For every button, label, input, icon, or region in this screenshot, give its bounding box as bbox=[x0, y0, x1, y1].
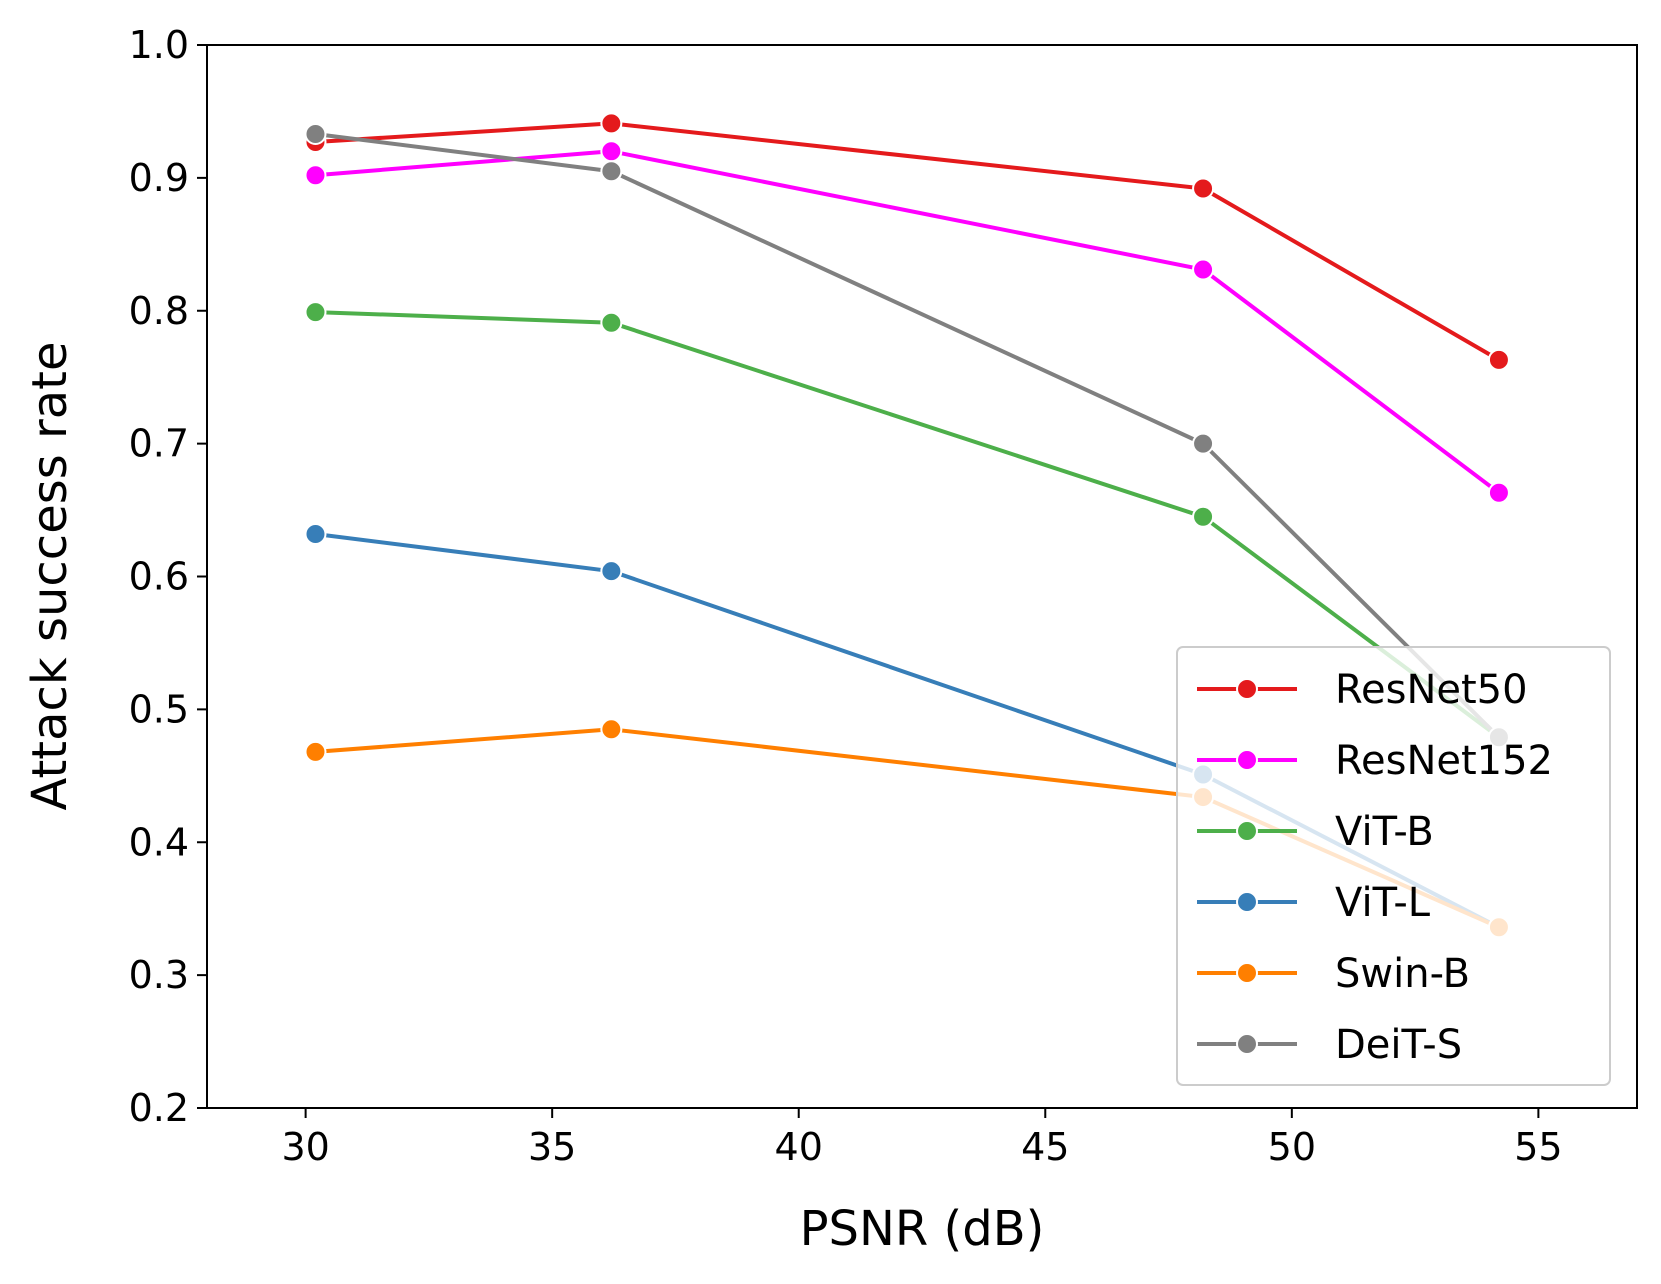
data-point-resnet152 bbox=[600, 140, 623, 163]
y-tick-label: 0.4 bbox=[129, 820, 189, 864]
legend-label: DeiT-S bbox=[1335, 1022, 1462, 1068]
x-axis-title: PSNR (dB) bbox=[800, 1201, 1045, 1257]
legend-label: Swin-B bbox=[1335, 951, 1470, 997]
series-line-vit-b bbox=[315, 310, 1501, 739]
legend-label: ResNet152 bbox=[1335, 738, 1553, 784]
data-point-deit-s bbox=[304, 123, 327, 146]
data-point-vit-l bbox=[600, 560, 623, 583]
legend-marker bbox=[1236, 1033, 1258, 1055]
y-tick-label: 0.7 bbox=[129, 422, 189, 466]
x-tick-label: 35 bbox=[528, 1125, 576, 1169]
legend-label: ViT-L bbox=[1335, 880, 1431, 926]
series-line-resnet152 bbox=[315, 149, 1501, 495]
legend-item-swin-b: Swin-B bbox=[1197, 951, 1470, 997]
y-tick-label: 1.0 bbox=[129, 23, 189, 67]
x-tick-label: 55 bbox=[1514, 1125, 1562, 1169]
legend-marker bbox=[1236, 962, 1258, 984]
data-point-swin-b bbox=[304, 740, 327, 763]
legend-item-vit-b: ViT-B bbox=[1197, 809, 1434, 855]
legend-item-deit-s: DeiT-S bbox=[1197, 1022, 1462, 1068]
x-tick-label: 45 bbox=[1021, 1125, 1069, 1169]
legend-label: ResNet50 bbox=[1335, 667, 1528, 713]
y-axis: 0.2 0.3 0.4 0.5 0.6 0.7 0.8 0.9 1.0 bbox=[129, 23, 207, 1130]
series-line-resnet50 bbox=[315, 121, 1500, 362]
x-tick-label: 30 bbox=[281, 1125, 329, 1169]
data-point-resnet50 bbox=[1192, 177, 1215, 200]
data-point-vit-b bbox=[304, 301, 327, 324]
data-point-resnet152 bbox=[1192, 258, 1215, 281]
data-point-vit-b bbox=[1192, 505, 1215, 528]
legend-marker bbox=[1236, 749, 1258, 771]
x-tick-label: 50 bbox=[1268, 1125, 1316, 1169]
legend-marker bbox=[1236, 820, 1258, 842]
y-tick-label: 0.8 bbox=[129, 289, 189, 333]
y-tick-label: 0.5 bbox=[129, 687, 189, 731]
legend-marker bbox=[1236, 678, 1258, 700]
data-point-resnet50 bbox=[1487, 348, 1510, 371]
data-point-swin-b bbox=[600, 718, 623, 741]
y-tick-label: 0.2 bbox=[129, 1086, 189, 1130]
x-tick-label: 40 bbox=[775, 1125, 823, 1169]
series-resnet50 bbox=[304, 112, 1510, 371]
x-axis: 30 35 40 45 50 55 bbox=[281, 1108, 1563, 1169]
legend-box bbox=[1176, 646, 1611, 1086]
legend-item-resnet152: ResNet152 bbox=[1197, 738, 1553, 784]
data-point-resnet50 bbox=[600, 112, 623, 135]
data-point-vit-b bbox=[600, 311, 623, 334]
y-axis-title: Attack success rate bbox=[22, 341, 78, 810]
legend-item-vit-l: ViT-L bbox=[1197, 880, 1431, 926]
y-tick-label: 0.3 bbox=[129, 953, 189, 997]
legend-label: ViT-B bbox=[1335, 809, 1434, 855]
data-point-deit-s bbox=[600, 160, 623, 183]
data-point-resnet152 bbox=[304, 164, 327, 187]
data-point-resnet152 bbox=[1487, 481, 1510, 504]
legend: ResNet50 ResNet152 ViT-B ViT-L Swin-B DeiT-S bbox=[1176, 646, 1611, 1086]
data-point-deit-s bbox=[1192, 432, 1215, 455]
y-tick-label: 0.9 bbox=[129, 156, 189, 200]
legend-item-resnet50: ResNet50 bbox=[1197, 667, 1528, 713]
series-line-deit-s bbox=[315, 132, 1501, 739]
legend-marker bbox=[1236, 891, 1258, 913]
data-point-vit-l bbox=[304, 522, 327, 545]
series-resnet152 bbox=[304, 140, 1510, 504]
y-tick-label: 0.6 bbox=[129, 555, 189, 599]
